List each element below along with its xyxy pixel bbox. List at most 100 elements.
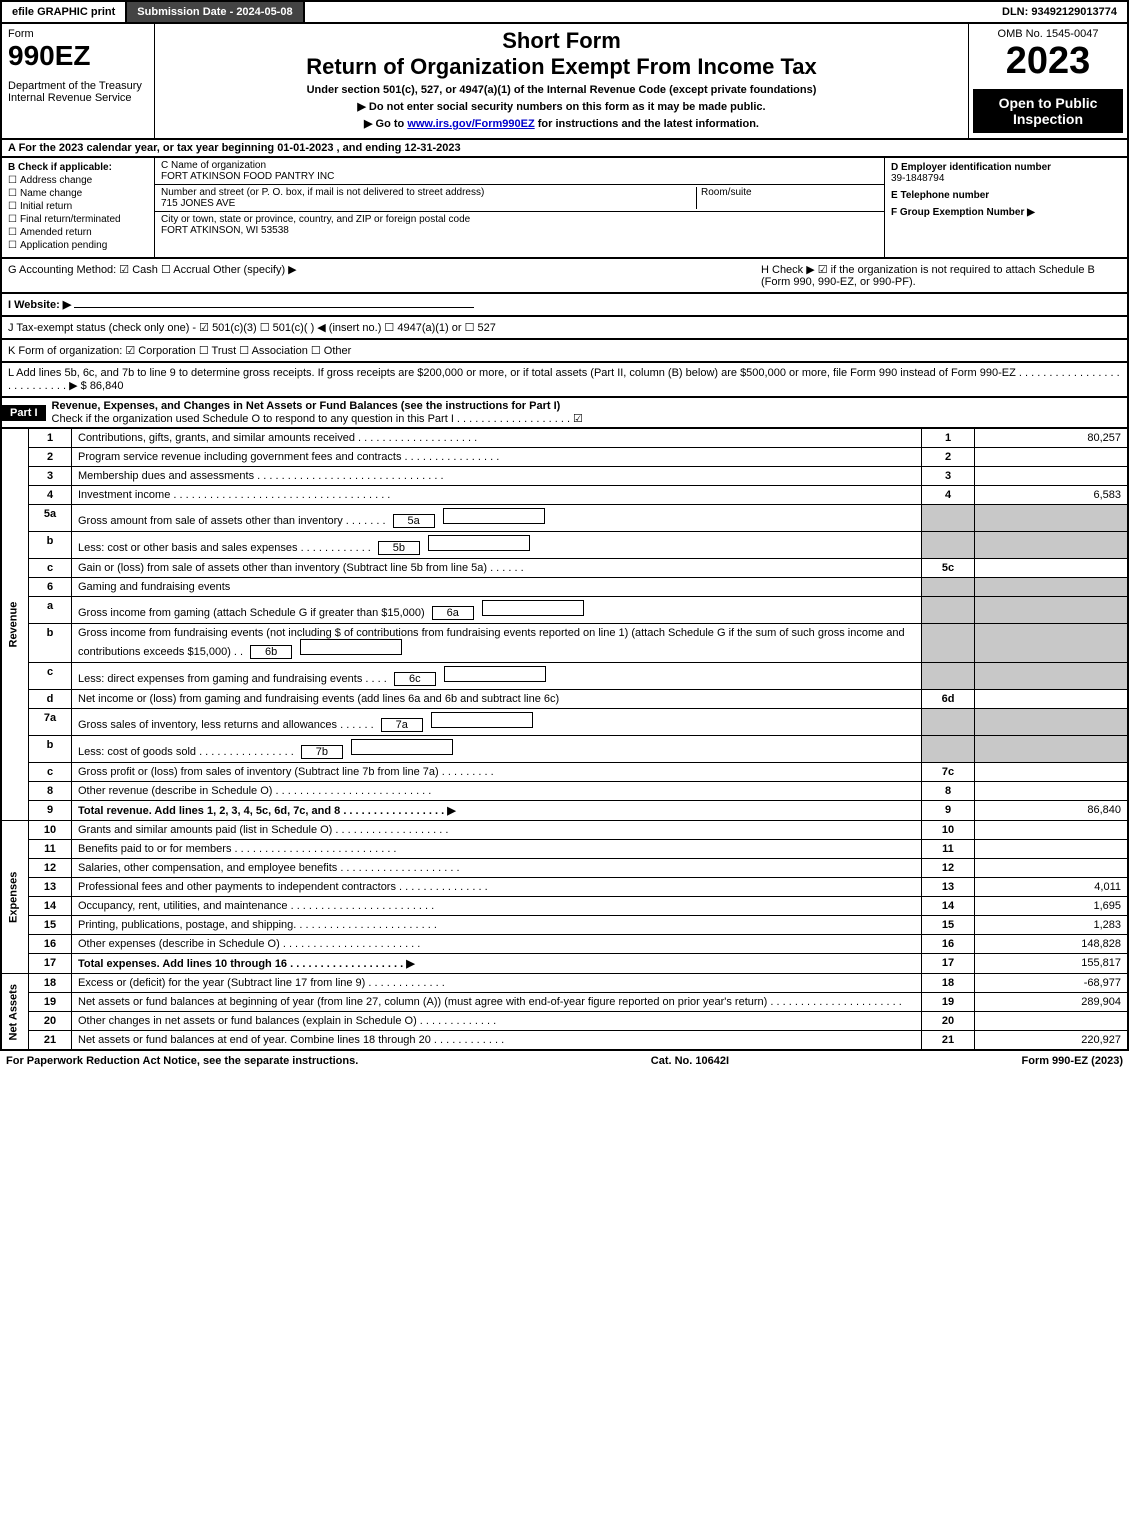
section-bcd: B Check if applicable: Address change Na… [0, 158, 1129, 259]
line-row: 11Benefits paid to or for members . . . … [1, 840, 1128, 859]
room-suite-label: Room/suite [697, 187, 878, 209]
expenses-side-label: Expenses [1, 821, 29, 974]
line-row: Revenue1Contributions, gifts, grants, an… [1, 429, 1128, 448]
street-label: Number and street (or P. O. box, if mail… [161, 187, 692, 198]
line-description: Salaries, other compensation, and employ… [72, 859, 922, 878]
schedule-b-check: H Check ▶ ☑ if the organization is not r… [761, 263, 1121, 288]
line-value [975, 448, 1129, 467]
line-row: dNet income or (loss) from gaming and fu… [1, 690, 1128, 709]
line-number: 17 [29, 954, 72, 974]
line-ref: 20 [922, 1012, 975, 1031]
line-description: Professional fees and other payments to … [72, 878, 922, 897]
check-final-return[interactable]: Final return/terminated [8, 214, 148, 225]
line-number: 7a [29, 709, 72, 736]
line-ref: 9 [922, 801, 975, 821]
line-ref [922, 709, 975, 736]
part-1-label: Part I [2, 405, 46, 421]
efile-print-button[interactable]: efile GRAPHIC print [2, 2, 127, 22]
line-number: 9 [29, 801, 72, 821]
line-row: cLess: direct expenses from gaming and f… [1, 663, 1128, 690]
line-value [975, 821, 1129, 840]
cat-no: Cat. No. 10642I [651, 1055, 729, 1067]
line-value [975, 505, 1129, 532]
line-row: 20Other changes in net assets or fund ba… [1, 1012, 1128, 1031]
line-number: 13 [29, 878, 72, 897]
line-row: 4Investment income . . . . . . . . . . .… [1, 486, 1128, 505]
line-ref: 13 [922, 878, 975, 897]
line-row: bGross income from fundraising events (n… [1, 624, 1128, 663]
line-description: Gross sales of inventory, less returns a… [72, 709, 922, 736]
line-number: d [29, 690, 72, 709]
accounting-method: G Accounting Method: ☑ Cash ☐ Accrual Ot… [8, 263, 297, 288]
line-ref [922, 663, 975, 690]
section-c: C Name of organization FORT ATKINSON FOO… [155, 158, 884, 257]
check-address-change[interactable]: Address change [8, 175, 148, 186]
line-number: 16 [29, 935, 72, 954]
section-b: B Check if applicable: Address change Na… [2, 158, 155, 257]
line-value [975, 597, 1129, 624]
irs-link[interactable]: www.irs.gov/Form990EZ [407, 118, 534, 130]
city-value: FORT ATKINSON, WI 53538 [161, 225, 878, 236]
line-row: 7aGross sales of inventory, less returns… [1, 709, 1128, 736]
line-ref [922, 597, 975, 624]
line-description: Less: cost of goods sold . . . . . . . .… [72, 736, 922, 763]
line-value [975, 663, 1129, 690]
line-ref [922, 736, 975, 763]
line-description: Excess or (deficit) for the year (Subtra… [72, 974, 922, 993]
line-value [975, 709, 1129, 736]
line-value [975, 624, 1129, 663]
line-number: 14 [29, 897, 72, 916]
line-row: 8Other revenue (describe in Schedule O) … [1, 782, 1128, 801]
line-ref: 7c [922, 763, 975, 782]
line-description: Gross profit or (loss) from sales of inv… [72, 763, 922, 782]
line-ref [922, 505, 975, 532]
line-description: Occupancy, rent, utilities, and maintena… [72, 897, 922, 916]
line-value [975, 736, 1129, 763]
line-value [975, 467, 1129, 486]
line-value [975, 578, 1129, 597]
line-value [975, 1012, 1129, 1031]
line-description: Net assets or fund balances at beginning… [72, 993, 922, 1012]
line-number: a [29, 597, 72, 624]
line-row: bLess: cost or other basis and sales exp… [1, 532, 1128, 559]
line-row: bLess: cost of goods sold . . . . . . . … [1, 736, 1128, 763]
row-j-tax-exempt: J Tax-exempt status (check only one) - ☑… [0, 317, 1129, 340]
line-value [975, 782, 1129, 801]
line-ref [922, 624, 975, 663]
line-number: 19 [29, 993, 72, 1012]
line-value: 1,283 [975, 916, 1129, 935]
line-row: 21Net assets or fund balances at end of … [1, 1031, 1128, 1051]
line-row: 12Salaries, other compensation, and empl… [1, 859, 1128, 878]
line-value [975, 559, 1129, 578]
tel-label: E Telephone number [891, 190, 1121, 201]
line-description: Other expenses (describe in Schedule O) … [72, 935, 922, 954]
check-name-change[interactable]: Name change [8, 188, 148, 199]
line-description: Less: direct expenses from gaming and fu… [72, 663, 922, 690]
line-number: 3 [29, 467, 72, 486]
check-amended-return[interactable]: Amended return [8, 227, 148, 238]
line-ref: 18 [922, 974, 975, 993]
omb-no: OMB No. 1545-0047 [973, 28, 1123, 40]
part-1-header: Part I Revenue, Expenses, and Changes in… [0, 398, 1129, 429]
city-label: City or town, state or province, country… [161, 214, 878, 225]
row-l-gross-receipts: L Add lines 5b, 6c, and 7b to line 9 to … [0, 363, 1129, 398]
line-number: c [29, 663, 72, 690]
line-value: 289,904 [975, 993, 1129, 1012]
line-number: b [29, 532, 72, 559]
line-value: 155,817 [975, 954, 1129, 974]
line-row: 19Net assets or fund balances at beginni… [1, 993, 1128, 1012]
line-row: 2Program service revenue including gover… [1, 448, 1128, 467]
line-ref: 21 [922, 1031, 975, 1051]
line-description: Grants and similar amounts paid (list in… [72, 821, 922, 840]
line-number: c [29, 559, 72, 578]
line-description: Printing, publications, postage, and shi… [72, 916, 922, 935]
line-ref: 17 [922, 954, 975, 974]
line-value [975, 840, 1129, 859]
lines-table: Revenue1Contributions, gifts, grants, an… [0, 429, 1129, 1051]
top-bar: efile GRAPHIC print Submission Date - 20… [0, 0, 1129, 24]
tax-year: 2023 [973, 40, 1123, 83]
check-initial-return[interactable]: Initial return [8, 201, 148, 212]
line-description: Total expenses. Add lines 10 through 16 … [72, 954, 922, 974]
check-application-pending[interactable]: Application pending [8, 240, 148, 251]
line-description: Program service revenue including govern… [72, 448, 922, 467]
